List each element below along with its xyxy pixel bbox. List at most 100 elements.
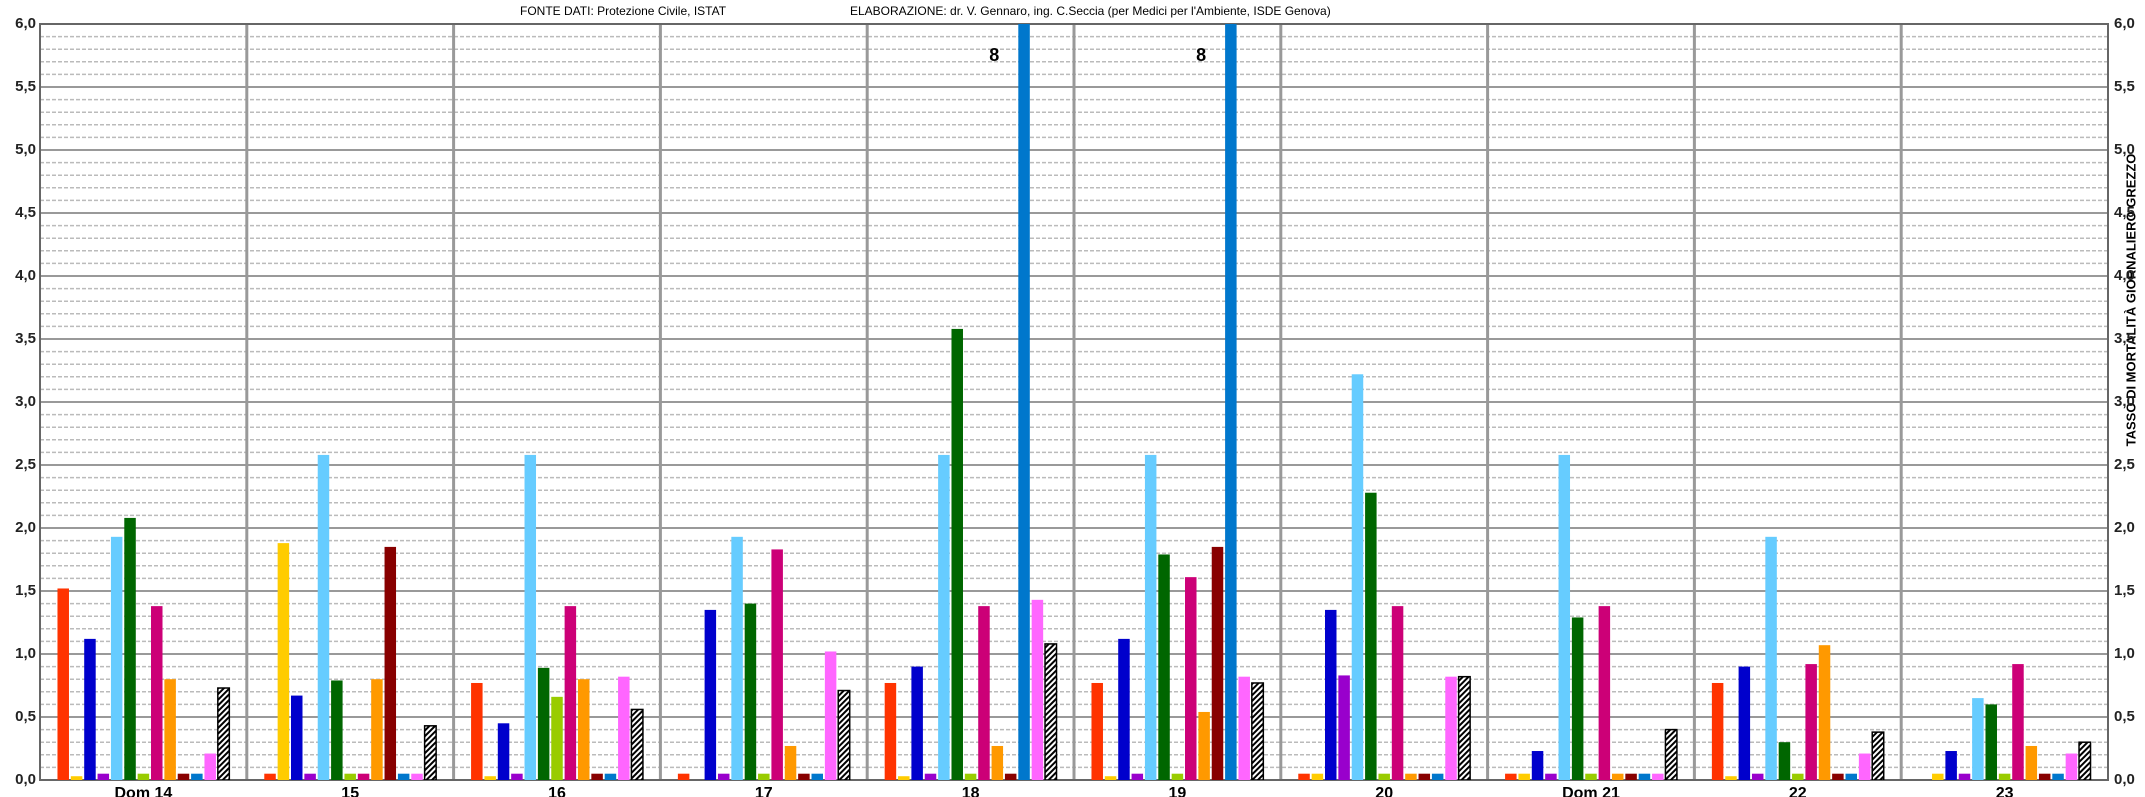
bar	[618, 676, 630, 780]
bar	[1585, 773, 1597, 780]
bar	[1351, 374, 1364, 780]
bar	[924, 773, 937, 780]
y2-tick-label: 4,0	[2114, 267, 2135, 284]
bar	[784, 745, 797, 780]
bar	[1031, 599, 1044, 780]
data-label: 8	[1196, 45, 1206, 65]
bar	[1765, 536, 1777, 780]
bar	[1998, 773, 2011, 780]
bar	[837, 689, 851, 780]
bar	[1104, 776, 1117, 780]
y-tick-label: 2,5	[15, 456, 36, 473]
bar	[911, 666, 923, 780]
bar	[1725, 776, 1737, 780]
bar	[1445, 676, 1457, 780]
bar	[1338, 675, 1350, 780]
bar	[2065, 753, 2078, 780]
y-tick-label: 5,5	[15, 78, 36, 95]
bar	[1238, 676, 1250, 780]
bar	[1985, 704, 1997, 780]
bar	[1211, 546, 1224, 780]
bar	[731, 536, 743, 780]
bar	[1751, 773, 1764, 780]
bar	[744, 603, 757, 780]
bar	[204, 753, 216, 780]
bar	[1571, 617, 1584, 780]
bar	[677, 773, 690, 780]
bar	[57, 588, 69, 780]
bar	[331, 680, 343, 780]
bar	[177, 773, 190, 780]
bar	[371, 679, 383, 780]
bar	[1418, 773, 1431, 780]
y2-tick-label: 2,0	[2114, 519, 2135, 536]
x-tick-label: 19	[1169, 785, 1187, 797]
bar	[1457, 675, 1471, 780]
bar	[604, 773, 617, 780]
bar	[137, 773, 150, 780]
x-tick-label: 17	[755, 785, 773, 797]
y-tick-label: 4,5	[15, 204, 36, 221]
bar	[2025, 745, 2038, 780]
bar	[1311, 773, 1324, 780]
bar	[591, 773, 603, 780]
bar	[1225, 24, 1237, 780]
bar	[484, 776, 496, 780]
bar	[1158, 554, 1170, 780]
bar	[1598, 606, 1611, 780]
x-tick-label: 16	[548, 785, 566, 797]
bar	[1405, 773, 1417, 780]
bar	[1391, 606, 1404, 780]
bar	[884, 682, 897, 780]
bar	[344, 773, 356, 780]
bar	[1845, 773, 1857, 780]
bar	[1858, 753, 1871, 780]
y2-tick-label: 1,5	[2114, 582, 2135, 599]
bar	[97, 773, 110, 780]
bar	[1945, 751, 1957, 780]
bar	[511, 773, 523, 780]
bar	[1171, 773, 1184, 780]
bar	[1298, 773, 1310, 780]
bars	[57, 24, 2092, 780]
bar	[191, 773, 203, 780]
bar	[1738, 666, 1751, 780]
bar	[898, 776, 910, 780]
bar	[2038, 773, 2051, 780]
bar	[70, 776, 83, 780]
x-tick-label: 23	[1996, 785, 2014, 797]
bar	[397, 773, 410, 780]
bar	[151, 606, 163, 780]
bar	[277, 543, 290, 780]
bar	[1518, 773, 1530, 780]
bar	[1611, 773, 1624, 780]
bar	[1505, 773, 1517, 780]
bar	[1792, 773, 1804, 780]
bar	[304, 773, 316, 780]
bar	[1004, 773, 1017, 780]
y2-tick-label: 3,0	[2114, 393, 2135, 410]
bar	[411, 773, 423, 780]
y-tick-label: 6,0	[15, 15, 36, 32]
y2-tick-label: 5,5	[2114, 78, 2135, 95]
bar	[1932, 773, 1944, 780]
bar	[1431, 773, 1444, 780]
bar	[1711, 682, 1724, 780]
bar	[964, 773, 977, 780]
bar	[1144, 454, 1157, 780]
bar	[423, 725, 437, 780]
y-tick-label: 1,0	[15, 645, 36, 662]
bar	[1818, 645, 1831, 780]
bar	[824, 651, 837, 780]
y2-tick-label: 4,5	[2114, 204, 2135, 221]
bar	[758, 773, 770, 780]
y-tick-label: 0,0	[15, 771, 36, 788]
bar	[991, 745, 1004, 780]
bar	[1091, 682, 1103, 780]
bar	[471, 682, 483, 780]
bar	[1625, 773, 1637, 780]
bar	[1044, 643, 1058, 780]
bar	[1018, 24, 1030, 780]
bar	[704, 609, 717, 780]
bar	[717, 773, 730, 780]
